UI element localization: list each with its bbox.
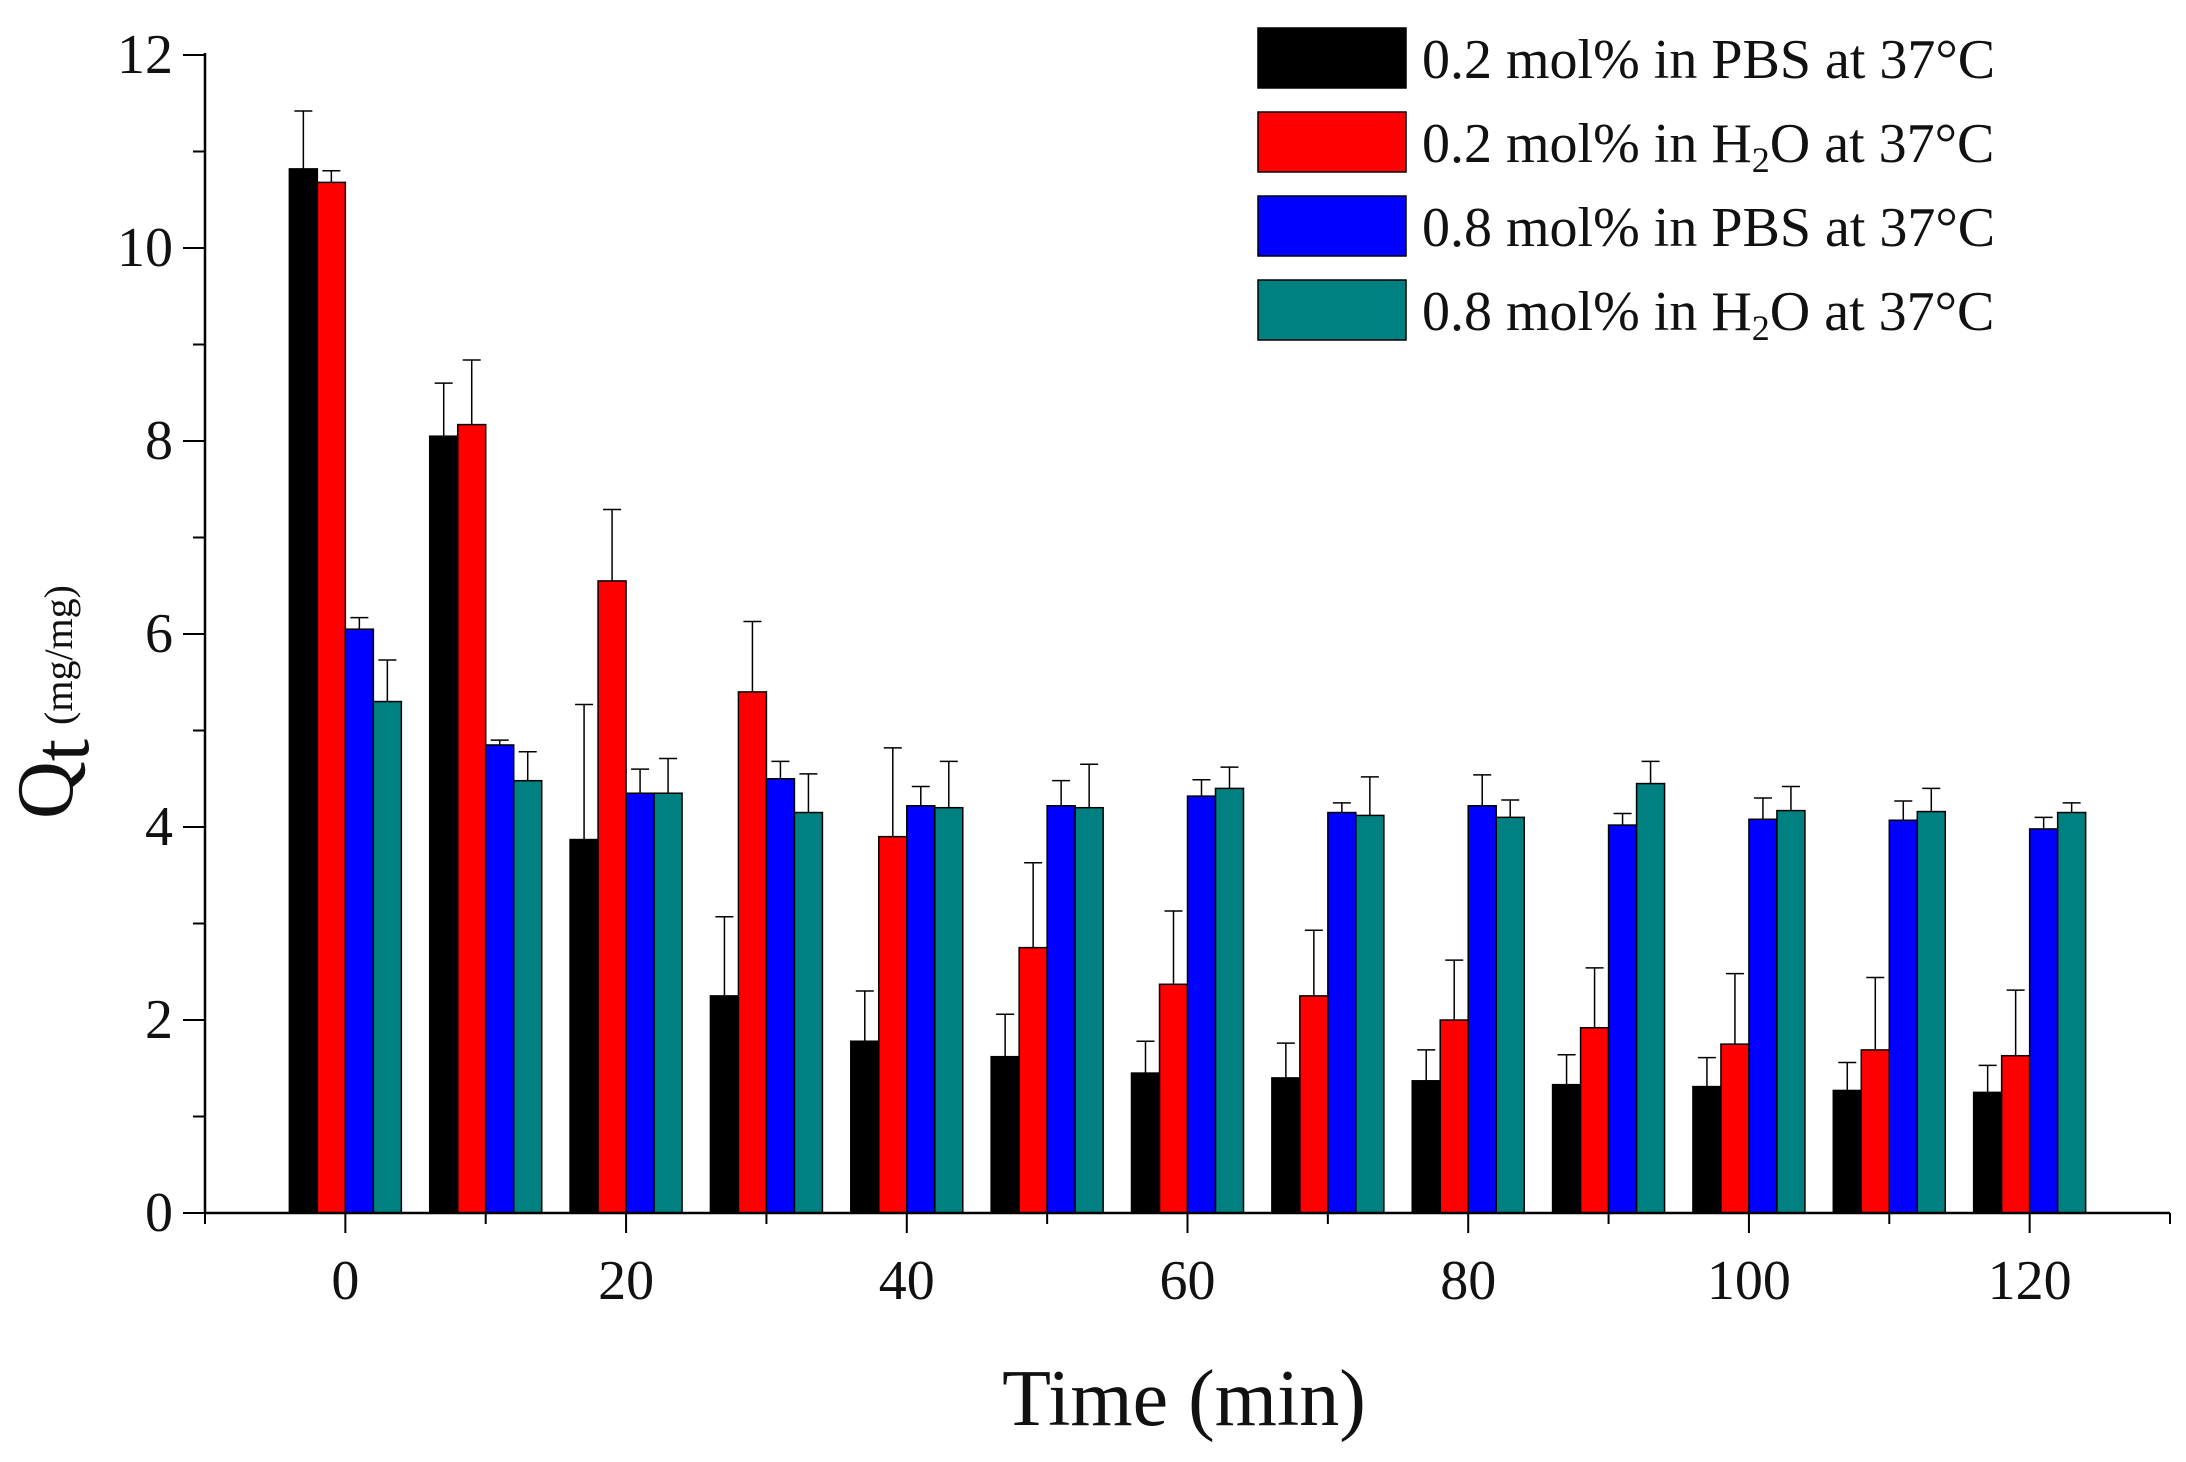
- legend-label-text: 0.2 mol% in H: [1422, 113, 1752, 175]
- bar-s0-t50: [990, 1055, 1020, 1214]
- bar-s0-t70: [1271, 1077, 1301, 1214]
- bar-s0-t60: [1130, 1072, 1161, 1214]
- bar-s1-t70: [1299, 995, 1329, 1214]
- legend-label-unit: °C: [1935, 113, 1995, 175]
- bar-s2-t60: [1186, 795, 1217, 1214]
- bar-s0-t90: [1551, 1083, 1582, 1214]
- legend-label-unit: °C: [1935, 197, 1995, 259]
- bar-s3-t60: [1214, 787, 1245, 1214]
- bar-s2-t30: [765, 778, 796, 1214]
- legend-label-s2: 0.8 mol% in PBS at 37°C: [1422, 197, 1995, 259]
- x-tick-label-80: 80: [1440, 1250, 1496, 1312]
- x-tick-label-40: 40: [879, 1250, 935, 1312]
- bar-s3-t80: [1495, 816, 1525, 1214]
- bar-s3-t50: [1074, 806, 1104, 1214]
- bar-s1-t30: [737, 691, 768, 1214]
- x-tick-label-100: 100: [1707, 1250, 1791, 1312]
- y-tick-label-10: 10: [117, 217, 173, 279]
- y-axis-label: Qt (mg/mg): [2, 585, 106, 819]
- y-tick-label-12: 12: [117, 24, 173, 86]
- bar-s1-t80: [1439, 1019, 1469, 1214]
- bar-s3-t20: [653, 792, 683, 1214]
- bar-s1-t50: [1018, 946, 1048, 1214]
- bar-s1-t0: [316, 181, 347, 1214]
- bar-s1-t110: [1860, 1049, 1891, 1214]
- x-tick-label-120: 120: [1988, 1250, 2072, 1312]
- bar-s3-t90: [1635, 782, 1666, 1214]
- bar-s3-t110: [1916, 810, 1947, 1214]
- bar-s0-t110: [1832, 1089, 1863, 1214]
- bar-s0-t20: [569, 838, 599, 1214]
- bar-s2-t40: [906, 805, 936, 1214]
- y-tick-label-8: 8: [145, 410, 173, 472]
- x-tick-label-60: 60: [1160, 1250, 1216, 1312]
- legend-label-s1: 0.2 mol% in H2O at 37°C: [1422, 113, 1994, 180]
- y-tick-label-6: 6: [145, 603, 173, 665]
- legend: 0.2 mol% in PBS at 37°C0.2 mol% in H2O a…: [1257, 27, 1995, 348]
- legend-label-text: 0.8 mol% in PBS at 37: [1422, 197, 1935, 259]
- legend-label-unit: °C: [1935, 29, 1995, 91]
- bar-s2-t50: [1046, 805, 1076, 1214]
- axes-layer: [183, 53, 2171, 1233]
- bar-s0-t40: [850, 1040, 880, 1214]
- bar-s2-t70: [1327, 811, 1357, 1214]
- legend-label-s3: 0.8 mol% in H2O at 37°C: [1422, 281, 1994, 348]
- error-bars-layer: [294, 110, 2081, 1093]
- bar-s2-t110: [1888, 819, 1919, 1214]
- bar-s3-t40: [934, 806, 964, 1214]
- bar-s2-t10: [484, 744, 515, 1214]
- bar-s0-t100: [1692, 1085, 1722, 1214]
- bar-s0-t10: [428, 435, 459, 1214]
- y-axis-label-subscript: t: [18, 739, 106, 761]
- bar-s0-t120: [1972, 1091, 2003, 1214]
- y-axis-label-unit: (mg/mg): [36, 585, 81, 725]
- legend-label-s0: 0.2 mol% in PBS at 37°C: [1422, 29, 1995, 91]
- y-tick-label-2: 2: [145, 989, 173, 1051]
- bar-s0-t0: [288, 168, 319, 1214]
- bar-s1-t40: [878, 835, 908, 1214]
- x-tick-label-20: 20: [598, 1250, 654, 1312]
- bar-s2-t120: [2028, 828, 2059, 1214]
- legend-swatch-s0: [1257, 27, 1407, 89]
- bar-s1-t90: [1579, 1026, 1610, 1214]
- legend-label-unit: °C: [1935, 281, 1995, 343]
- legend-label-text: O at 37: [1770, 281, 1935, 343]
- legend-label-subscript: 2: [1752, 140, 1770, 180]
- bar-s1-t20: [597, 580, 627, 1214]
- legend-label-subscript: 2: [1752, 308, 1770, 348]
- bar-s2-t90: [1607, 824, 1638, 1214]
- y-tick-label-4: 4: [145, 796, 173, 858]
- y-tick-label-0: 0: [145, 1182, 173, 1244]
- bar-s3-t30: [793, 811, 824, 1214]
- bar-s2-t80: [1467, 805, 1497, 1214]
- bars-layer: [288, 168, 2087, 1214]
- bar-s2-t100: [1748, 818, 1778, 1214]
- bar-s0-t80: [1411, 1080, 1441, 1214]
- legend-swatch-s3: [1257, 279, 1407, 341]
- bar-s1-t100: [1720, 1043, 1750, 1214]
- bar-s0-t30: [709, 995, 740, 1214]
- bar-s3-t10: [512, 779, 543, 1214]
- bar-s3-t70: [1355, 814, 1385, 1214]
- x-tick-label-0: 0: [331, 1250, 359, 1312]
- legend-swatch-s2: [1257, 195, 1407, 257]
- y-axis-label-text: Qt (mg/mg): [2, 585, 106, 819]
- y-axis-label-symbol: Q: [2, 761, 90, 819]
- legend-label-text: 0.8 mol% in H: [1422, 281, 1752, 343]
- legend-label-text: O at 37: [1770, 113, 1935, 175]
- legend-label-text: 0.2 mol% in PBS at 37: [1422, 29, 1935, 91]
- bar-s2-t0: [344, 628, 375, 1214]
- bar-s3-t0: [372, 700, 403, 1214]
- bar-s2-t20: [625, 792, 655, 1214]
- bar-s3-t100: [1776, 809, 1806, 1214]
- bar-s1-t10: [456, 423, 487, 1214]
- legend-swatch-s1: [1257, 111, 1407, 173]
- bar-s3-t120: [2056, 811, 2087, 1214]
- bar-s1-t120: [2000, 1054, 2031, 1214]
- x-axis-label: Time (min): [1002, 1355, 1366, 1443]
- bar-s1-t60: [1158, 983, 1189, 1214]
